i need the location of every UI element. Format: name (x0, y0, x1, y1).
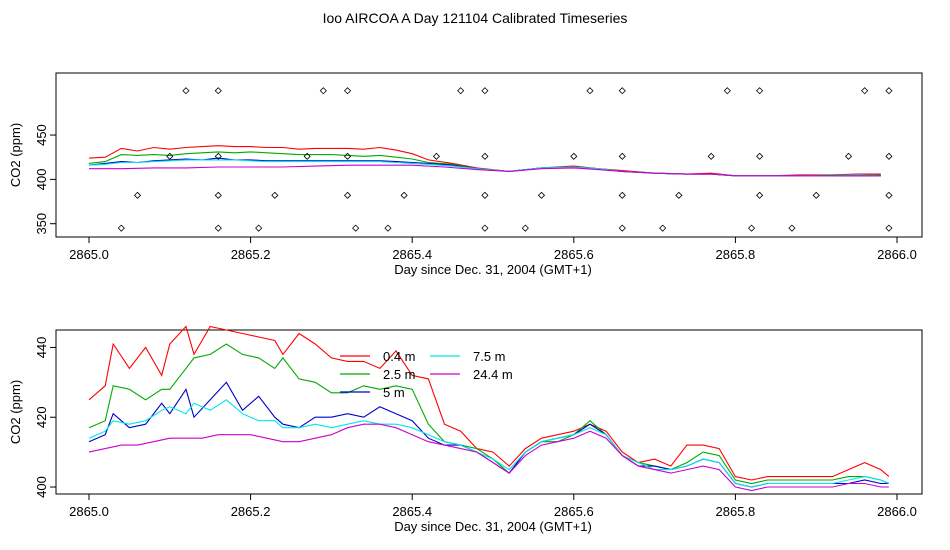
panel-1-marker-point (214, 191, 222, 199)
panel-1-marker-point (481, 87, 489, 95)
panel-1-x-tick-label: 2865.0 (69, 247, 109, 262)
panel-1-marker-point (214, 152, 222, 160)
panel-1-series-line-1 (88, 145, 881, 177)
panel-2-legend-label: 2.5 m (383, 367, 416, 382)
panel-1-marker-point (885, 224, 893, 232)
panel-1-marker-point (756, 191, 764, 199)
panel-1-marker-point (844, 152, 853, 160)
panel-1-marker-point (214, 224, 222, 232)
panel-1-marker-point (481, 152, 489, 160)
panel-1-marker-point (756, 87, 764, 95)
panel-1-marker-point (432, 152, 441, 160)
panel-1-marker-point (586, 87, 594, 95)
panel-1-marker-point (117, 224, 125, 232)
panel-1-marker-point (384, 224, 392, 232)
panel-2-y-tick-label: 420 (34, 406, 49, 428)
panel-1-series-line-4 (88, 159, 881, 177)
panel-1-marker-point (481, 224, 489, 232)
panel-1-marker-point (723, 87, 731, 95)
panel-1-x-tick-label: 2865.6 (554, 247, 594, 262)
panel-1-marker-point (707, 152, 715, 160)
panel-2-x-tick-label: 2865.2 (231, 504, 271, 519)
panel-1-y-tick-label: 350 (34, 213, 49, 235)
panel-2-legend-label: 24.4 m (473, 367, 513, 382)
panel-1-marker-point (457, 87, 465, 95)
panel-1-marker-point (400, 191, 408, 199)
panel-1-marker-point (271, 191, 279, 199)
panel-1-marker-point (133, 191, 142, 199)
panel-1-marker-point (885, 87, 893, 95)
panel-1-marker-point (570, 152, 578, 160)
panel-1-marker-point (885, 191, 893, 199)
panel-1-marker-point (521, 224, 529, 232)
figure-title: Ioo AIRCOA A Day 121104 Calibrated Times… (322, 10, 628, 26)
panel-1-marker-point (343, 87, 352, 95)
panel-1-marker-point (182, 87, 190, 95)
panel-1-marker-point (537, 191, 546, 199)
panel-1-marker-point (659, 224, 667, 232)
panel-1-y-tick-label: 400 (34, 169, 49, 191)
panel-2-legend-label: 0.4 m (383, 349, 416, 364)
panel-2-y-axis-title: CO2 (ppm) (8, 380, 23, 444)
panel-1-x-tick-label: 2866.0 (877, 247, 917, 262)
panel-1-marker-point (343, 152, 352, 160)
panel-1-marker-point (756, 152, 764, 160)
panel-1-marker-point (255, 224, 263, 232)
panel-2-x-tick-label: 2865.4 (392, 504, 432, 519)
panel-1-marker-point (352, 224, 360, 232)
panel-2-legend-label: 7.5 m (473, 349, 506, 364)
panel-2-x-tick-label: 2865.8 (716, 504, 756, 519)
panel-2-series-line-2 (88, 343, 890, 485)
panel-1-marker-point (788, 224, 796, 232)
panel-2-legend-label: 5 m (383, 385, 405, 400)
panel-1-marker-point (618, 87, 626, 95)
panel-1-marker-point (343, 191, 352, 199)
panel-2-y-tick-label: 440 (34, 337, 49, 359)
panel-2-plot-frame (55, 329, 923, 495)
panel-1-marker-point (618, 152, 626, 160)
panel-1-marker-point (303, 152, 311, 160)
panel-2-x-tick-label: 2865.6 (554, 504, 594, 519)
panel-1-marker-point (747, 224, 756, 232)
panel-2-series-line-4 (88, 399, 890, 488)
panel-2-series-line-5 (88, 423, 889, 492)
panel-1-y-tick-label: 450 (34, 124, 49, 146)
panel-2-y-tick-label: 400 (34, 476, 49, 498)
panel-1-marker-point (812, 191, 820, 199)
panel-1-marker-point (675, 191, 683, 199)
panel-2-x-axis-title: Day since Dec. 31, 2004 (GMT+1) (394, 519, 592, 534)
panel-1-marker-point (319, 87, 327, 95)
panel-1-marker-point (166, 152, 174, 160)
panel-1-marker-point (618, 191, 626, 199)
panel-1-x-tick-label: 2865.2 (231, 247, 271, 262)
panel-1-y-axis-title: CO2 (ppm) (8, 123, 23, 187)
panel-1-series-line-5 (89, 164, 881, 177)
panel-1-x-tick-label: 2865.8 (716, 247, 756, 262)
panel-2-x-tick-label: 2866.0 (877, 504, 917, 519)
panel-1-x-tick-label: 2865.4 (392, 247, 432, 262)
panel-1-marker-point (481, 191, 489, 199)
panel-1-plot-frame (55, 72, 923, 238)
panel-1-x-axis-title: Day since Dec. 31, 2004 (GMT+1) (394, 262, 592, 277)
panel-1-marker-point (885, 152, 893, 160)
panel-2-x-tick-label: 2865.0 (69, 504, 109, 519)
panel-1-marker-point (861, 87, 869, 95)
panel-1-marker-point (214, 87, 222, 95)
panel-1-marker-point (618, 224, 626, 232)
panel-2-series-line-3 (88, 381, 889, 488)
